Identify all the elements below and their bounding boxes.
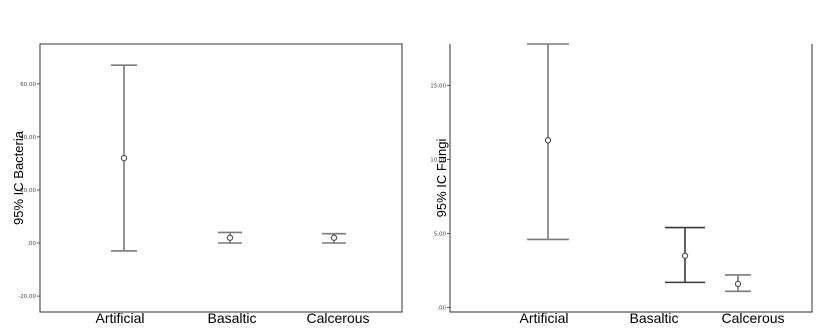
y-tick-label: -20,00	[18, 294, 36, 300]
chart-2: ,00 5,00 10,00 15,00 95% IC Fungi Artificial B…	[430, 43, 813, 326]
mean-point	[120, 154, 128, 162]
plot-frame	[449, 44, 813, 313]
category-label: Calcerous	[306, 310, 369, 326]
mean-point	[330, 234, 338, 241]
y-axis-label: 95% IC Bacteria	[11, 130, 26, 225]
mean-point	[226, 234, 234, 241]
mean-point	[544, 137, 552, 144]
y-tick-label: 10,00	[430, 157, 446, 163]
y-tick-label: 40,00	[20, 135, 36, 141]
category-label: Basaltic	[207, 310, 256, 326]
plot-frame	[39, 43, 403, 313]
y-tick-label: 5,00	[434, 232, 447, 238]
y-tick-label: ,00	[437, 306, 446, 312]
chart-1: -20,00 ,00 20,00 40,00 60,00 95% IC Bacteria A…	[11, 43, 403, 326]
y-axis-label: 95% IC Fungi	[434, 139, 449, 218]
category-label: Artificial	[95, 310, 144, 326]
y-tick-label: 20,00	[20, 188, 36, 194]
category-label: Basaltic	[629, 310, 678, 326]
mean-point	[734, 280, 742, 288]
y-tick-label: ,00	[27, 241, 36, 247]
category-label: Artificial	[519, 310, 568, 326]
y-tick-label: 60,00	[20, 82, 36, 88]
category-label: Calcerous	[721, 310, 784, 326]
y-tick-label: 15,00	[430, 83, 446, 89]
mean-point	[681, 252, 689, 259]
